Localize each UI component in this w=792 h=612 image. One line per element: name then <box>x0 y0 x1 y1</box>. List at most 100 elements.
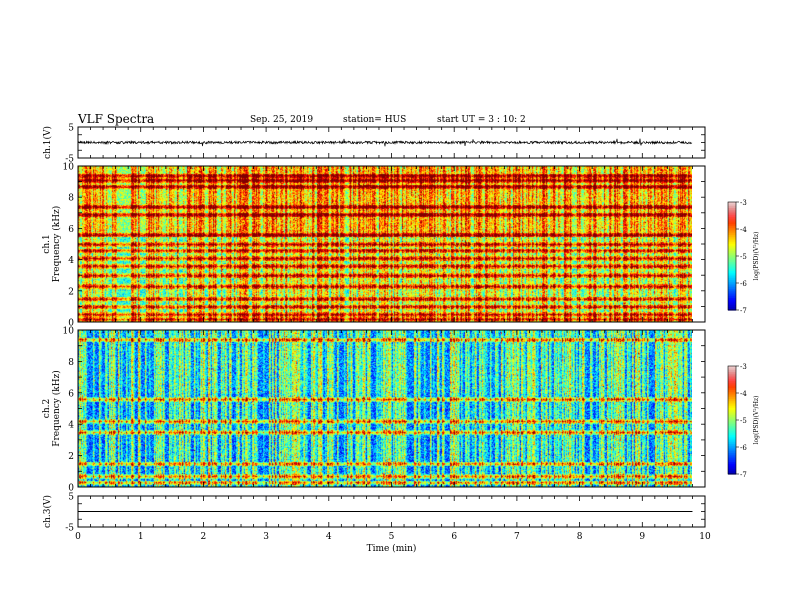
ch2-spectrogram-colorbar-cell <box>728 412 736 416</box>
ch1-spectrogram-ytick-label: 6 <box>68 225 74 235</box>
ch2-spectrogram-colorbar-cell <box>728 425 736 428</box>
xtick-label: 1 <box>138 532 144 542</box>
ch1-spectrogram-colorbar-cell <box>728 243 736 246</box>
ch1-spectrogram-colorbar-cell <box>728 236 736 239</box>
ch1-spectrogram-colorbar-cell <box>728 299 736 302</box>
xtick-label: 0 <box>75 532 81 542</box>
ch2-spectrogram-colorbar-cell <box>728 369 736 372</box>
station-label: station= HUS <box>343 115 407 125</box>
ch1-spectrogram-ytick-label: 2 <box>68 287 74 297</box>
ch2-spectrogram-colorbar-cell <box>728 441 736 444</box>
ch1-spectrogram-colorbar-cell <box>728 308 736 311</box>
x-axis-label: Time (min) <box>367 543 417 554</box>
ch2-spectrogram-colorbar-cell <box>728 367 736 371</box>
xtick-label: 10 <box>699 532 711 542</box>
ch1-spectrogram-colorbar-tick-label: -6 <box>740 280 747 288</box>
ch2-spectrogram-colorbar-cell <box>728 421 736 425</box>
ch2-spectrogram-colorbar-cell <box>728 409 736 412</box>
ch2-spectrogram-colorbar-cell <box>728 391 736 394</box>
ch1-spectrogram-colorbar-cell <box>728 277 736 280</box>
xtick-label: 3 <box>263 532 269 542</box>
ch2-spectrogram-colorbar-cell <box>728 439 736 443</box>
xtick-label: 7 <box>514 532 520 542</box>
ch1-spectrogram-colorbar-cell <box>728 261 736 264</box>
ch1-spectrogram-colorbar-cell <box>728 203 736 207</box>
ch2-spectrogram-colorbar-cell <box>728 371 736 374</box>
ch2-spectrogram-colorbar-cell <box>728 416 736 419</box>
ch2-spectrogram-colorbar-cell <box>728 452 736 455</box>
ch2-spectrogram-colorbar-tick-label: -4 <box>740 390 747 398</box>
ch2-spectrogram-ytick-label: 2 <box>68 452 74 462</box>
xtick-label: 6 <box>451 532 457 542</box>
ch1-spectrogram-colorbar-cell <box>728 274 736 277</box>
ch2-spectrogram-colorbar-cell <box>728 405 736 408</box>
ch2-spectrogram-ytick-label: 6 <box>68 389 74 399</box>
ch3-waveform-ytick-label: -5 <box>65 524 74 534</box>
ch2-spectrogram-colorbar-cell <box>728 466 736 470</box>
ch2-spectrogram-colorbar-cell <box>728 468 736 471</box>
ch2-spectrogram-colorbar-cell <box>728 420 736 423</box>
ch2-spectrogram-colorbar-cell <box>728 470 736 473</box>
ch2-spectrogram-ylabel-freq: Frequency (kHz) <box>51 370 62 447</box>
ch2-spectrogram-colorbar-cell <box>728 423 736 426</box>
ch1-spectrogram-colorbar-cell <box>728 301 736 304</box>
ch2-spectrogram-colorbar-cell <box>728 450 736 453</box>
ch1-spectrogram-colorbar-cell <box>728 302 736 306</box>
ch1-spectrogram-colorbar-label: log(PSD)(V²/Hz) <box>753 232 760 281</box>
ch1-spectrogram-ytick-label: 0 <box>68 319 74 329</box>
ch1-spectrogram-colorbar-cell <box>728 209 736 212</box>
ch2-spectrogram-colorbar-cell <box>728 414 736 417</box>
ch2-spectrogram-colorbar-cell <box>728 384 736 387</box>
ch1-spectrogram-ylabel-freq: Frequency (kHz) <box>51 206 62 283</box>
ch1-spectrogram-colorbar-cell <box>728 286 736 289</box>
ch2-spectrogram-colorbar-cell <box>728 459 736 462</box>
ch2-spectrogram-colorbar-cell <box>728 398 736 401</box>
ch2-spectrogram-colorbar-cell <box>728 411 736 414</box>
ch1-spectrogram-colorbar-cell <box>728 211 736 214</box>
xtick-label: 4 <box>326 532 332 542</box>
ch1-spectrogram-colorbar-cell <box>728 281 736 284</box>
ch1-spectrogram-colorbar-cell <box>728 216 736 219</box>
ch2-spectrogram-colorbar-cell <box>728 373 736 376</box>
ch1-spectrogram-colorbar-tick-label: -5 <box>740 253 747 261</box>
ch2-spectrogram-colorbar-cell <box>728 438 736 441</box>
xtick-label: 8 <box>577 532 583 542</box>
ch2-spectrogram-colorbar-cell <box>728 389 736 392</box>
ch1-spectrogram-ylabel-channel: ch.1 <box>42 234 52 253</box>
ch1-spectrogram-colorbar-cell <box>728 304 736 307</box>
ch2-spectrogram-ytick-label: 4 <box>68 421 74 431</box>
start-time-label: start UT = 3 : 10: 2 <box>437 115 526 125</box>
ch1-spectrogram-colorbar-cell <box>728 250 736 253</box>
ch2-spectrogram-colorbar-cell <box>728 380 736 383</box>
ch2-spectrogram-colorbar-cell <box>728 430 736 434</box>
ch2-spectrogram-colorbar-cell <box>728 465 736 468</box>
figure-title: VLF Spectra <box>78 112 155 126</box>
ch1-spectrogram-colorbar-cell <box>728 234 736 237</box>
ch2-spectrogram-colorbar-cell <box>728 393 736 396</box>
ch1-spectrogram-colorbar-cell <box>728 295 736 298</box>
ch1-spectrogram-colorbar-cell <box>728 290 736 293</box>
ch1-spectrogram-colorbar-cell <box>728 218 736 221</box>
ch1-spectrogram-colorbar-tick-label: -7 <box>740 307 747 315</box>
ch1-spectrogram-colorbar-cell <box>728 263 736 266</box>
ch1-spectrogram-colorbar-cell <box>728 265 736 268</box>
ch1-spectrogram-colorbar-cell <box>728 202 736 205</box>
ch2-spectrogram-colorbar-cell <box>728 385 736 389</box>
ch1-spectrogram-colorbar-cell <box>728 238 736 241</box>
ch2-spectrogram-colorbar-cell <box>728 457 736 461</box>
ch1-spectrogram-colorbar-cell <box>728 266 736 270</box>
date-label: Sep. 25, 2019 <box>250 115 314 125</box>
ch1-spectrogram-colorbar-cell <box>728 223 736 226</box>
ch1-waveform-ytick-label: 5 <box>68 124 74 134</box>
ch1-spectrogram-colorbar-cell <box>728 227 736 230</box>
ch1-spectrogram-colorbar-cell <box>728 259 736 262</box>
ch1-waveform-ylabel: ch.1(V) <box>42 126 53 159</box>
ch2-spectrogram-colorbar-cell <box>728 463 736 466</box>
ch2-spectrogram-colorbar-cell <box>728 447 736 450</box>
ch2-spectrogram-colorbar-cell <box>728 445 736 448</box>
ch2-spectrogram-colorbar-cell <box>728 432 736 435</box>
ch1-spectrogram-colorbar-cell <box>728 239 736 243</box>
ch2-spectrogram-colorbar-cell <box>728 366 736 369</box>
xtick-label: 5 <box>389 532 395 542</box>
